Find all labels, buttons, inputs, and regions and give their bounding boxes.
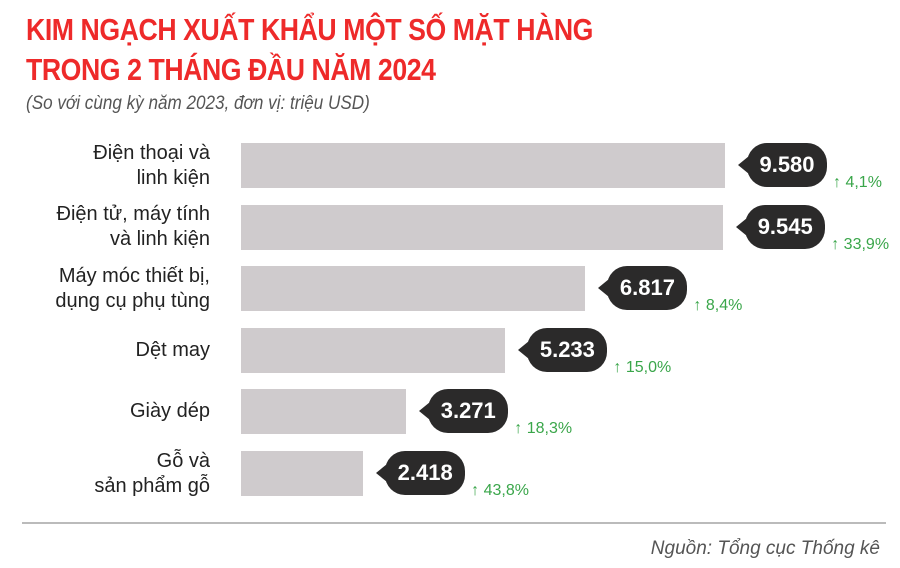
chart-title-line-2: TRONG 2 THÁNG ĐẦU NĂM 2024 bbox=[26, 52, 436, 87]
category-label-line: Điện thoại và bbox=[93, 141, 210, 164]
category-label-line: Giày dép bbox=[129, 400, 210, 423]
value-label: 2.418 bbox=[376, 451, 466, 495]
change-label: ↑ 8,4% bbox=[693, 297, 742, 315]
bar bbox=[241, 204, 724, 250]
value-label: 6.817 bbox=[598, 266, 688, 311]
change-label: ↑ 43,8% bbox=[471, 482, 529, 500]
change-value: 18,3% bbox=[526, 420, 573, 438]
bar bbox=[241, 143, 725, 188]
category-label-line: Gỗ và bbox=[156, 449, 210, 472]
category-label: Điện thoại và linh kiện bbox=[93, 141, 210, 191]
divider bbox=[22, 522, 886, 524]
bar bbox=[241, 266, 586, 312]
arrow-up-icon: ↑ bbox=[833, 174, 846, 191]
bar bbox=[241, 327, 506, 373]
arrow-up-icon: ↑ bbox=[693, 297, 706, 315]
value-label: 9.545 bbox=[736, 204, 826, 249]
change-value: 8,4% bbox=[705, 297, 743, 315]
change-value: 15,0% bbox=[625, 358, 672, 376]
arrow-up-icon: ↑ bbox=[613, 358, 626, 376]
bar bbox=[241, 389, 407, 435]
category-label-line: Máy móc thiết bị, bbox=[58, 264, 210, 287]
change-label: ↑ 18,3% bbox=[514, 420, 572, 438]
arrow-up-icon: ↑ bbox=[471, 482, 484, 499]
category-label-line: Dệt may bbox=[135, 338, 210, 361]
arrow-up-icon: ↑ bbox=[831, 235, 844, 253]
change-label: ↑ 15,0% bbox=[613, 359, 671, 377]
value-label: 9.580 bbox=[738, 143, 827, 187]
value-label: 5.233 bbox=[518, 327, 608, 372]
change-label: ↑ 33,9% bbox=[831, 236, 889, 254]
category-label-line: Điện tử, máy tính bbox=[56, 203, 210, 226]
change-label: ↑ 4,1% bbox=[833, 174, 882, 192]
category-label-line: sản phẩm gỗ bbox=[94, 474, 210, 497]
change-value: 33,9% bbox=[843, 235, 890, 253]
chart-subtitle: (So với cùng kỳ năm 2023, đơn vị: triệu … bbox=[26, 93, 370, 114]
chart-title-line-1: KIM NGẠCH XUẤT KHẨU MỘT SỐ MẶT HÀNG bbox=[26, 12, 593, 47]
category-label-line: linh kiện bbox=[136, 166, 210, 189]
category-label: Dệt may bbox=[136, 338, 210, 363]
value-label: 3.271 bbox=[419, 389, 509, 434]
category-label-line: dụng cụ phụ tùng bbox=[55, 289, 210, 312]
arrow-up-icon: ↑ bbox=[514, 420, 527, 438]
category-label: Máy móc thiết bị, dụng cụ phụ tùng bbox=[55, 264, 210, 314]
category-label-line: và linh kiện bbox=[109, 228, 210, 251]
category-label: Giày dép bbox=[130, 399, 210, 424]
bar bbox=[241, 451, 364, 496]
source-note: Nguồn: Tổng cục Thống kê bbox=[650, 538, 880, 559]
change-value: 4,1% bbox=[845, 174, 882, 191]
change-value: 43,8% bbox=[483, 482, 529, 499]
category-label: Điện tử, máy tính và linh kiện bbox=[57, 202, 210, 252]
category-label: Gỗ và sản phẩm gỗ bbox=[94, 449, 210, 499]
